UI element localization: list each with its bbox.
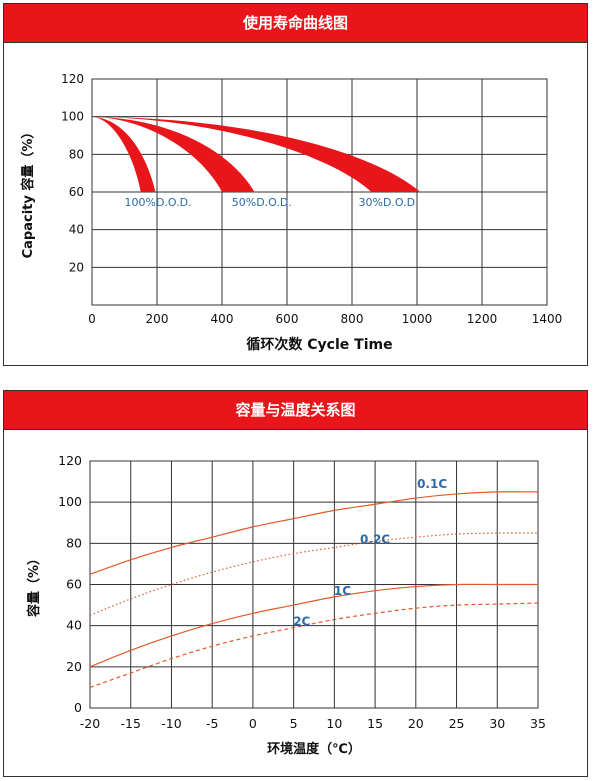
temperature-header: 容量与温度关系图 [4, 391, 587, 430]
series-label: 0.2C [360, 532, 390, 546]
y-tick-label: 0 [74, 700, 82, 715]
x-tick-label: -10 [161, 716, 181, 731]
y-tick-label: 100 [61, 110, 84, 124]
dod-band [92, 116, 156, 192]
y-tick-label: 80 [69, 147, 84, 161]
temperature-panel: 容量与温度关系图 -20 -15 -10 -5 0 5 10 15 20 25 30 35 0 20 40 6… [3, 390, 588, 777]
cycle-life-panel: 使用寿命曲线图 0 200 400 600 800 1000 1200 1400 20 40 60 8… [3, 3, 588, 366]
y-tick-label: 120 [61, 72, 84, 86]
x-tick-label: -5 [206, 716, 218, 731]
x-axis-title: 环境温度（℃） [267, 741, 361, 757]
x-tick-label: 800 [341, 312, 364, 326]
dod-label: 30%D.O.D. [359, 196, 419, 209]
cycle-life-header: 使用寿命曲线图 [4, 4, 587, 43]
x-tick-label: 600 [276, 312, 299, 326]
x-tick-label: 1200 [467, 312, 498, 326]
series-line [89, 491, 539, 575]
y-axis-title: 容量（%） [26, 552, 42, 618]
temperature-title: 容量与温度关系图 [235, 401, 356, 419]
dod-band [92, 116, 421, 192]
x-tick-label: 5 [290, 716, 298, 731]
x-tick-label: 1400 [532, 312, 563, 326]
y-tick-label: 20 [66, 659, 82, 674]
x-tick-label: 30 [489, 716, 505, 731]
y-tick-label: 80 [66, 535, 82, 550]
cycle-life-title: 使用寿命曲线图 [242, 14, 348, 32]
x-tick-label: 25 [449, 716, 465, 731]
series-label: 0.1C [417, 477, 447, 491]
x-tick-label: 200 [146, 312, 169, 326]
y-tick-label: 20 [69, 260, 84, 274]
x-tick-label: -15 [121, 716, 141, 731]
dod-band [92, 116, 255, 192]
x-tick-label: -20 [80, 716, 100, 731]
y-tick-label: 40 [69, 223, 84, 237]
x-tick-label: 0 [88, 312, 96, 326]
dod-label: 50%D.O.D. [232, 196, 292, 209]
x-tick-label: 35 [530, 716, 546, 731]
x-axis-title: 循环次数 Cycle Time [246, 336, 392, 353]
x-tick-label: 15 [367, 716, 383, 731]
series-line [89, 532, 539, 616]
x-tick-label: 20 [408, 716, 424, 731]
y-tick-label: 120 [58, 453, 82, 468]
y-axis-title: Capacity 容量（%） [20, 126, 36, 259]
dod-label: 100%D.O.D. [125, 196, 192, 209]
y-tick-label: 60 [66, 577, 82, 592]
y-tick-label: 40 [66, 618, 82, 633]
y-tick-label: 60 [69, 185, 84, 199]
x-tick-label: 400 [211, 312, 234, 326]
temperature-chart: -20 -15 -10 -5 0 5 10 15 20 25 30 35 0 20 40 60 80 100 120… [26, 453, 546, 757]
x-tick-label: 10 [326, 716, 342, 731]
series-label: 1C [334, 584, 351, 598]
x-tick-label: 0 [249, 716, 257, 731]
cycle-life-chart: 0 200 400 600 800 1000 1200 1400 20 40 60 80 100 120 循… [20, 72, 563, 353]
series-line [89, 583, 538, 668]
x-tick-label: 1000 [402, 312, 433, 326]
series-label: 2C [293, 615, 310, 629]
y-tick-label: 100 [58, 494, 82, 509]
series-line [89, 602, 539, 688]
